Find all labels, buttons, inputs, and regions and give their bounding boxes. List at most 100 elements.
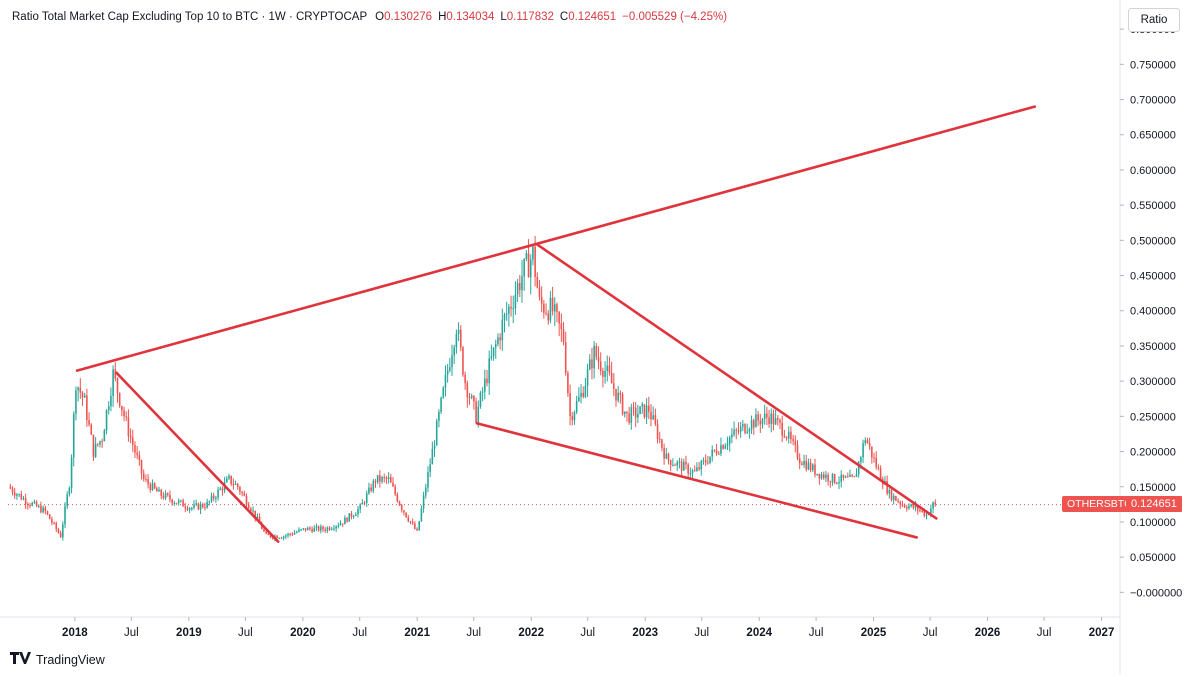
candle-body [814,464,816,475]
candle-body [586,369,589,386]
candle-body [490,356,493,359]
candle-body [779,419,781,423]
candle-body [210,495,213,502]
candle-body [195,503,197,505]
candle-body [422,495,425,509]
candle-body [110,395,112,407]
candle-body [265,531,267,534]
candle-body [234,483,237,485]
candle-body [138,455,141,461]
candle-body [164,493,167,499]
candle-body [934,502,937,505]
candle-body [64,506,66,525]
candle-body [682,461,685,471]
candle-body [53,522,55,524]
close-value: 0.124651 [568,11,617,23]
candle-body [370,487,372,491]
candle-body [866,440,869,444]
candle-body [156,488,158,492]
candle-body [208,501,211,503]
candle-body [829,481,832,483]
candle-body [269,535,272,538]
candle-body [849,474,851,477]
candle-body [564,342,567,373]
candle-body [368,487,370,494]
candle-body [492,347,495,357]
candle-body [217,489,219,498]
candle-body [473,395,475,402]
candle-body [330,528,333,530]
candle-body [346,517,348,522]
candle-body [424,487,427,496]
y-tick-label: 0.300000 [1130,376,1176,388]
candle-body [468,397,471,399]
candle-body [429,464,431,473]
candle-body [746,431,748,433]
candle-body [226,478,228,483]
candle-body [562,329,565,343]
candle-body [680,461,683,471]
candle-body [306,527,309,531]
candle-body [558,311,560,324]
candle-body [652,415,654,420]
candle-body [932,502,934,509]
symbol-title[interactable]: Ratio Total Market Cap Excluding Top 10 … [12,11,368,23]
candle-body [151,483,154,491]
x-tick-label: Jul [923,627,938,639]
candle-body [221,488,224,491]
y-tick-label: 0.400000 [1130,306,1176,318]
candle-body [722,445,724,449]
candle-body [27,504,29,506]
candle-body [201,504,204,508]
candle-body [444,374,447,388]
candle-body [394,486,396,495]
candle-body [243,493,246,496]
candle-body [333,528,335,530]
candle-body [803,460,805,465]
candle-body [643,404,646,418]
candle-body [639,406,641,415]
candle-body [855,474,858,477]
candle-body [573,412,576,421]
price-axis-title[interactable]: Ratio [1128,8,1180,32]
candle-body [864,440,867,444]
candle-body [569,393,571,417]
candle-body [481,391,484,393]
candle-body [385,477,388,480]
candle-body [51,519,53,523]
candle-body [761,418,764,425]
candle-body [451,355,453,368]
candle-body [724,445,727,449]
x-tick-label: 2026 [975,627,1001,639]
candle-body [543,303,545,313]
candle-body [350,513,353,517]
candle-body [103,430,106,442]
footer-branding[interactable]: TradingView [10,652,105,667]
candle-body [702,460,705,462]
y-tick-label: −0.000000 [1130,587,1182,599]
candle-body [508,306,510,314]
candle-body [256,516,259,519]
candle-body [923,511,926,516]
candle-body [186,508,189,510]
candle-body [433,445,436,449]
candle-body [770,413,773,425]
candle-body [414,523,416,529]
candle-body [158,489,160,492]
candle-body [348,513,351,522]
y-tick-label: 0.250000 [1130,411,1176,423]
candle-body [107,406,110,411]
candle-body [57,529,60,533]
candle-body [411,521,414,524]
candle-body [88,420,90,425]
candle-body [309,527,311,530]
candle-body [24,498,27,505]
candle-body [689,473,692,475]
candle-body [204,507,206,509]
candle-body [916,505,919,511]
candle-body [619,392,622,395]
candle-body [667,453,670,461]
candle-body [42,507,44,513]
